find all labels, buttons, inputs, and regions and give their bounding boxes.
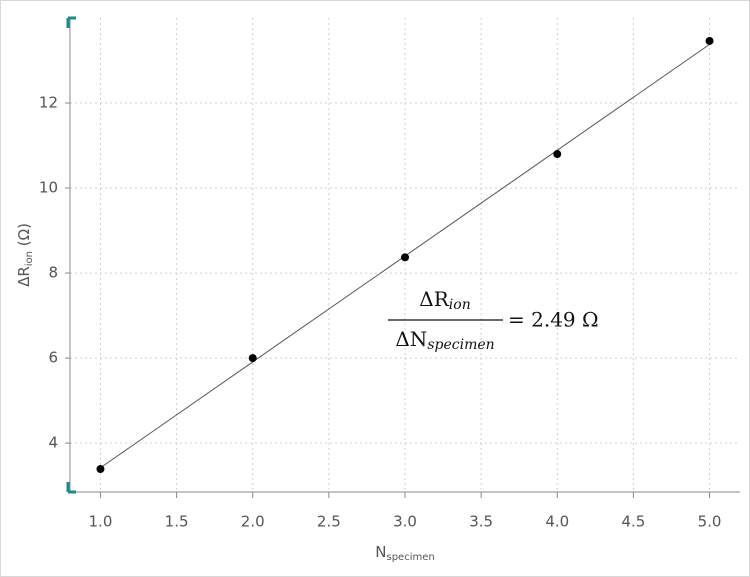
y-tick-label: 4 [48,434,58,452]
eq-result: = 2.49 Ω [508,308,599,332]
y-label-sub: ion [24,251,35,266]
eq-denominator: ΔNspecimen [395,327,494,354]
x-tick-label: 5.0 [698,513,722,531]
x-label-main: N [375,543,386,561]
x-tick-label: 2.5 [317,513,341,531]
data-point [248,354,257,363]
y-label-unit: (Ω) [15,223,33,251]
data-point [553,150,562,159]
y-tick-label: 8 [48,264,58,282]
data-point [96,465,105,474]
x-tick-label: 1.5 [165,513,189,531]
eq-den-sub: specimen [427,337,494,353]
y-tick-label: 12 [39,94,58,112]
eq-num-main: ΔR [419,287,449,311]
eq-den-main: ΔN [395,327,427,351]
x-tick-label: 4.0 [545,513,569,531]
data-point [705,36,714,45]
equation: ΔRion ΔNspecimen = 2.49 Ω [388,287,599,354]
eq-num-sub: ion [449,297,471,313]
eq-numerator: ΔRion [419,287,470,314]
y-tick-label: 6 [48,349,58,367]
x-tick-label: 3.5 [469,513,493,531]
axis-bracket [66,16,76,494]
data-point [401,253,409,262]
x-label-sub: specimen [387,552,435,563]
y-tick-label: 10 [39,179,58,197]
x-tick-label: 1.0 [89,513,113,531]
x-tick-label: 4.5 [621,513,645,531]
x-tick-label: 3.0 [393,513,417,531]
grid [70,18,740,492]
y-label-main: ΔR [15,266,33,287]
x-tick-label: 2.0 [241,513,265,531]
y-axis-label: ΔRion (Ω) [15,223,36,287]
x-axis-label: Nspecimen [375,543,434,564]
